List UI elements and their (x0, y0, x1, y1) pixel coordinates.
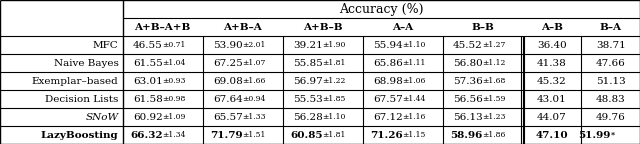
Text: 55.53: 55.53 (293, 94, 323, 104)
Text: ±0.94: ±0.94 (243, 95, 266, 103)
Text: 53.90: 53.90 (213, 40, 243, 50)
Text: ±1.10: ±1.10 (323, 113, 346, 121)
Text: 51.99: 51.99 (579, 130, 611, 140)
Text: ±1.34: ±1.34 (163, 131, 186, 139)
Text: ±1.11: ±1.11 (403, 59, 426, 67)
Text: ±1.16: ±1.16 (403, 113, 426, 121)
Text: 47.66: 47.66 (596, 58, 625, 68)
Text: ±1.27: ±1.27 (483, 41, 506, 49)
Text: 48.83: 48.83 (596, 94, 625, 104)
Text: ±1.44: ±1.44 (403, 95, 426, 103)
Text: B–A: B–A (600, 22, 621, 32)
Text: 61.58: 61.58 (133, 94, 163, 104)
Text: ±1.12: ±1.12 (483, 59, 506, 67)
Text: 45.52: 45.52 (453, 40, 483, 50)
Text: 69.08: 69.08 (213, 76, 243, 86)
Text: 60.92: 60.92 (133, 112, 163, 122)
Text: ±1.07: ±1.07 (243, 59, 266, 67)
Text: 60.85: 60.85 (290, 130, 323, 140)
Text: ±1.81: ±1.81 (323, 59, 346, 67)
Text: 68.98: 68.98 (373, 76, 403, 86)
Text: 55.85: 55.85 (293, 58, 323, 68)
Text: A+B–B: A+B–B (303, 22, 342, 32)
Text: ±0.93: ±0.93 (163, 77, 186, 85)
Text: 58.96: 58.96 (451, 130, 483, 140)
Text: A+B–A+B: A+B–A+B (134, 22, 191, 32)
Text: 43.01: 43.01 (537, 94, 567, 104)
Text: 38.71: 38.71 (596, 40, 625, 50)
Text: 56.28: 56.28 (293, 112, 323, 122)
Text: ±1.04: ±1.04 (163, 59, 186, 67)
Text: 67.64: 67.64 (213, 94, 243, 104)
Text: ±0.71: ±0.71 (163, 41, 186, 49)
Text: 71.79: 71.79 (210, 130, 243, 140)
Text: ±1.06: ±1.06 (403, 77, 426, 85)
Text: 41.38: 41.38 (537, 58, 567, 68)
Text: Naive Bayes: Naive Bayes (54, 58, 118, 68)
Text: ±0.98: ±0.98 (163, 95, 186, 103)
Text: 67.12: 67.12 (373, 112, 403, 122)
Text: ±1.66: ±1.66 (243, 77, 266, 85)
Text: 57.36: 57.36 (453, 76, 483, 86)
Text: 65.86: 65.86 (373, 58, 403, 68)
Text: *: * (611, 131, 615, 139)
Text: 61.55: 61.55 (133, 58, 163, 68)
Text: ±1.59: ±1.59 (483, 95, 506, 103)
Text: ±1.68: ±1.68 (483, 77, 506, 85)
Text: Accuracy (%): Accuracy (%) (339, 2, 424, 16)
Text: ±1.15: ±1.15 (403, 131, 426, 139)
Text: A+B–A: A+B–A (223, 22, 262, 32)
Text: 55.94: 55.94 (373, 40, 403, 50)
Text: 39.21: 39.21 (293, 40, 323, 50)
Text: ±1.90: ±1.90 (323, 41, 346, 49)
Text: SNoW: SNoW (85, 112, 118, 122)
Text: 45.32: 45.32 (537, 76, 567, 86)
Text: 67.25: 67.25 (213, 58, 243, 68)
Text: 49.76: 49.76 (596, 112, 625, 122)
Text: ±1.86: ±1.86 (483, 131, 506, 139)
Text: 71.26: 71.26 (370, 130, 403, 140)
Text: ±1.10: ±1.10 (403, 41, 426, 49)
Text: MFC: MFC (93, 40, 118, 50)
Text: 56.80: 56.80 (453, 58, 483, 68)
Text: 51.13: 51.13 (596, 76, 625, 86)
Text: Exemplar–based: Exemplar–based (31, 76, 118, 86)
Text: 47.10: 47.10 (536, 130, 568, 140)
Text: 65.57: 65.57 (213, 112, 243, 122)
Text: 46.55: 46.55 (133, 40, 163, 50)
Text: 44.07: 44.07 (537, 112, 567, 122)
Text: A–B: A–B (541, 22, 563, 32)
Text: Decision Lists: Decision Lists (45, 94, 118, 104)
Text: 56.56: 56.56 (453, 94, 483, 104)
Text: 56.97: 56.97 (293, 76, 323, 86)
Text: 36.40: 36.40 (537, 40, 567, 50)
Text: ±1.23: ±1.23 (483, 113, 506, 121)
Text: ±1.09: ±1.09 (163, 113, 186, 121)
Text: ±1.85: ±1.85 (323, 95, 346, 103)
Text: LazyBoosting: LazyBoosting (41, 130, 118, 140)
Text: 66.32: 66.32 (130, 130, 163, 140)
Text: ±2.01: ±2.01 (243, 41, 266, 49)
Text: 56.13: 56.13 (453, 112, 483, 122)
Text: A–A: A–A (392, 22, 413, 32)
Text: 67.57: 67.57 (373, 94, 403, 104)
Text: ±1.33: ±1.33 (243, 113, 266, 121)
Text: 63.01: 63.01 (133, 76, 163, 86)
Text: ±1.81: ±1.81 (323, 131, 346, 139)
Text: B–B: B–B (471, 22, 494, 32)
Text: ±1.51: ±1.51 (243, 131, 266, 139)
Text: ±1.22: ±1.22 (323, 77, 346, 85)
